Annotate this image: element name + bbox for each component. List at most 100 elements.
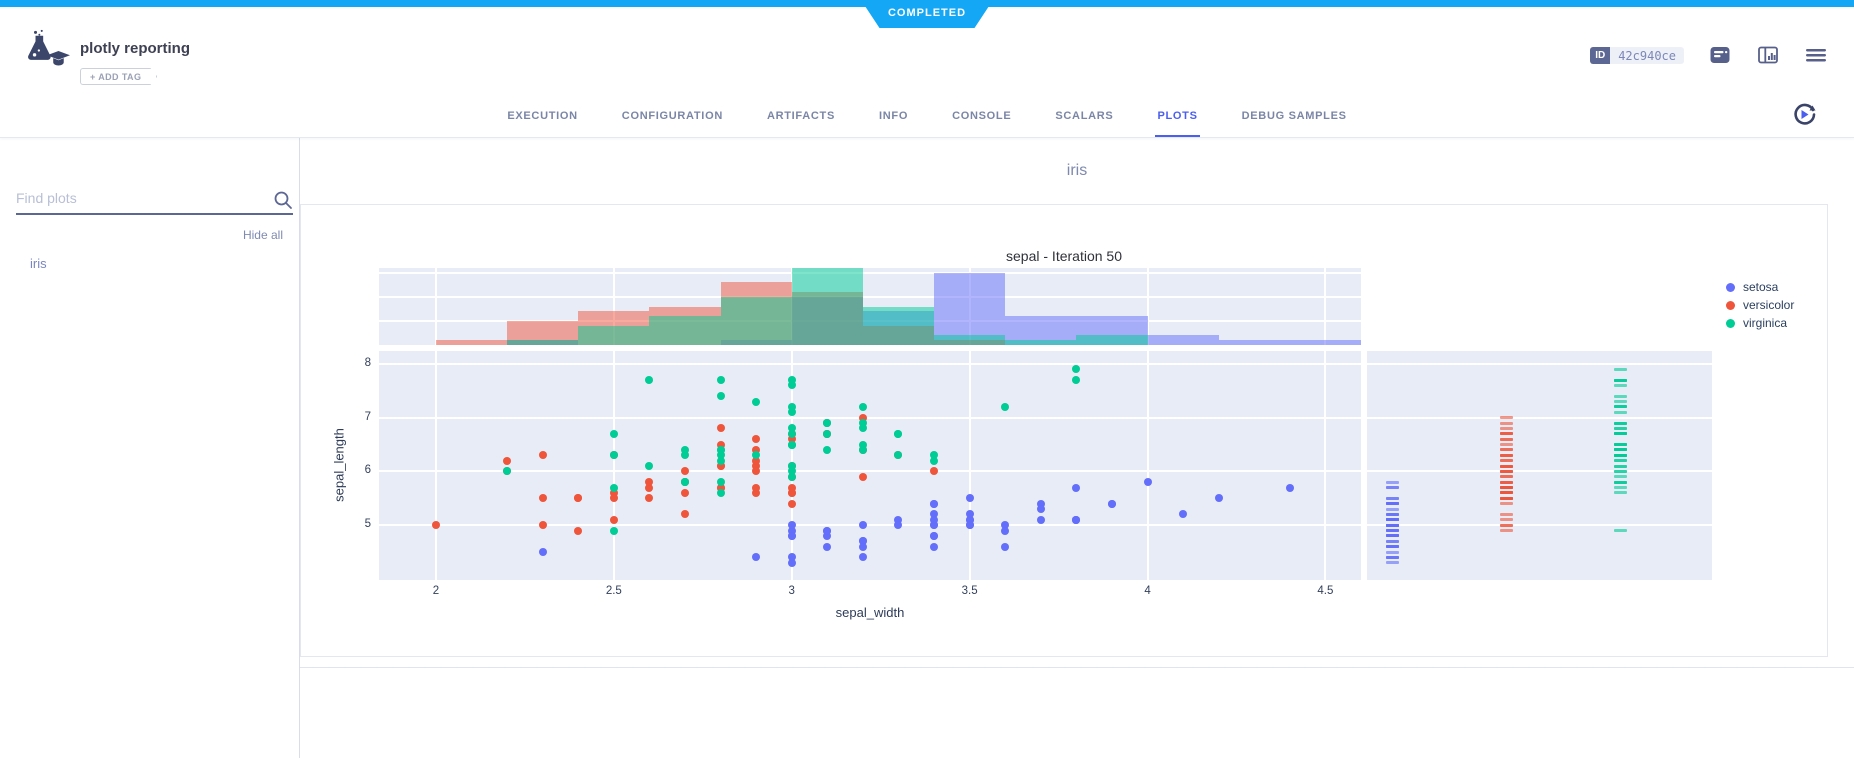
search-input[interactable]	[16, 188, 266, 208]
status-ribbon: COMPLETED	[861, 0, 993, 28]
data-point-virginica	[787, 381, 796, 390]
data-point-versicolor	[538, 451, 547, 460]
rug-mark-virginica	[1613, 529, 1627, 533]
rug-mark-versicolor	[1499, 518, 1513, 522]
data-point-virginica	[858, 424, 867, 433]
auto-refresh-icon[interactable]	[1791, 101, 1818, 128]
tab-console[interactable]: CONSOLE	[952, 110, 1012, 122]
rug-mark-setosa	[1385, 512, 1399, 516]
y-tick-label: 8	[364, 356, 371, 369]
hist-bar-virginica	[934, 335, 1006, 345]
rug-mark-versicolor	[1499, 459, 1513, 463]
tab-debug-samples[interactable]: DEBUG SAMPLES	[1241, 110, 1347, 122]
id-chip: ID	[1590, 46, 1611, 64]
data-point-virginica	[787, 376, 796, 385]
hist-bar-setosa	[1218, 340, 1290, 345]
data-point-virginica	[609, 451, 618, 460]
data-point-versicolor	[645, 478, 654, 487]
hide-all-link[interactable]: Hide all	[242, 228, 283, 242]
data-point-virginica	[1001, 402, 1010, 411]
data-point-versicolor	[752, 467, 761, 476]
rug-mark-virginica	[1613, 475, 1627, 479]
status-ribbon-label: COMPLETED	[887, 6, 967, 19]
hist-gridline	[379, 295, 1361, 298]
data-point-versicolor	[858, 472, 867, 481]
rug-mark-virginica	[1613, 464, 1627, 468]
data-point-virginica	[894, 429, 903, 438]
data-point-versicolor	[680, 488, 689, 497]
data-point-versicolor	[574, 526, 583, 535]
rug-mark-versicolor	[1499, 437, 1513, 441]
data-point-setosa	[1107, 499, 1116, 508]
data-point-virginica	[503, 467, 512, 476]
add-tag-button[interactable]: + ADD TAG	[80, 68, 157, 85]
rug-mark-virginica	[1613, 394, 1627, 398]
plots-content: iris sepal - Iteration 50 2 2.5 3 3.5 4 4.5 5 6…	[300, 138, 1854, 758]
x-gridline	[968, 351, 971, 580]
sidebar-plot-item-iris[interactable]: iris	[30, 256, 47, 271]
data-point-versicolor	[787, 488, 796, 497]
data-point-virginica	[858, 419, 867, 428]
x-gridline	[612, 268, 615, 345]
y-tick-label: 6	[364, 464, 371, 477]
rug-mark-virginica	[1613, 448, 1627, 452]
data-point-versicolor	[609, 488, 618, 497]
x-tick-label: 3	[788, 585, 795, 597]
legend-item-virginica[interactable]: virginica	[1726, 314, 1794, 332]
legend-label: versicolor	[1743, 298, 1795, 312]
data-point-virginica	[752, 397, 761, 406]
data-point-virginica	[609, 526, 618, 535]
rug-mark-virginica	[1613, 469, 1627, 473]
rug-mark-virginica	[1613, 432, 1627, 436]
data-point-versicolor	[538, 494, 547, 503]
data-point-setosa	[1001, 526, 1010, 535]
rug-mark-virginica	[1613, 405, 1627, 409]
legend-item-setosa[interactable]: setosa	[1726, 278, 1794, 296]
rug-mark-virginica	[1613, 367, 1627, 371]
menu-icon[interactable]	[1804, 43, 1828, 67]
rug-mark-versicolor	[1499, 502, 1513, 506]
x-gridline	[612, 351, 615, 580]
rug-mark-versicolor	[1499, 448, 1513, 452]
data-point-versicolor	[609, 515, 618, 524]
hist-bar-virginica	[1076, 335, 1148, 345]
rug-mark-versicolor	[1499, 426, 1513, 430]
plot-group-title: iris	[1066, 162, 1088, 179]
data-point-setosa	[1214, 494, 1223, 503]
data-point-versicolor	[752, 456, 761, 465]
data-point-versicolor	[680, 467, 689, 476]
data-point-versicolor	[752, 435, 761, 444]
experiment-id-badge[interactable]: ID 42c940ce	[1590, 46, 1684, 64]
hist-bar-setosa	[1147, 335, 1219, 345]
tab-execution[interactable]: EXECUTION	[507, 110, 578, 122]
data-point-setosa	[1072, 483, 1081, 492]
details-icon[interactable]	[1708, 43, 1732, 67]
data-point-setosa	[752, 553, 761, 562]
rug-mark-setosa	[1385, 518, 1399, 522]
rug-mark-versicolor	[1499, 523, 1513, 527]
compare-panel-icon[interactable]	[1756, 43, 1780, 67]
tab-artifacts[interactable]: ARTIFACTS	[766, 110, 835, 122]
rug-mark-setosa	[1385, 534, 1399, 538]
search-icon[interactable]	[273, 190, 293, 210]
data-point-versicolor	[716, 424, 725, 433]
x-gridline	[1324, 268, 1327, 345]
chart-legend: setosa versicolor virginica	[1726, 278, 1794, 332]
marginal-rug-panel	[1367, 351, 1712, 580]
data-point-setosa	[965, 494, 974, 503]
tab-plots[interactable]: PLOTS	[1155, 110, 1200, 137]
plot-card: sepal - Iteration 50 2 2.5 3 3.5 4 4.5 5 6 7 8 se…	[300, 204, 1828, 657]
hist-gridline	[379, 271, 1361, 274]
tab-scalars[interactable]: SCALARS	[1055, 110, 1114, 122]
data-point-setosa	[894, 521, 903, 530]
rug-mark-setosa	[1385, 507, 1399, 511]
rug-mark-setosa	[1385, 502, 1399, 506]
legend-item-versicolor[interactable]: versicolor	[1726, 296, 1794, 314]
x-tick-label: 2.5	[605, 585, 622, 597]
data-point-virginica	[787, 462, 796, 471]
tab-configuration[interactable]: CONFIGURATION	[621, 110, 723, 122]
x-gridline	[434, 351, 437, 580]
data-point-setosa	[1036, 515, 1045, 524]
experiment-flask-icon	[22, 29, 72, 73]
tab-info[interactable]: INFO	[879, 110, 909, 122]
